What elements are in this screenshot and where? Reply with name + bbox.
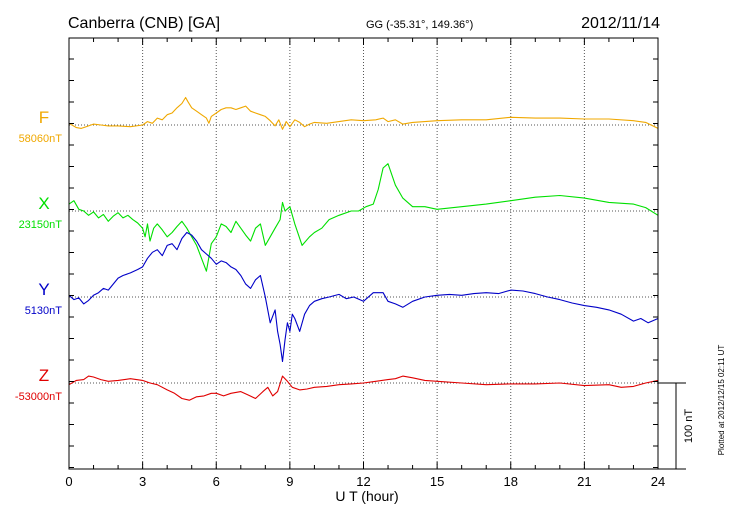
x-tick-label: 21 (577, 474, 591, 489)
x-axis-tick-labels: 0 3 6 9 12 15 18 21 24 (65, 474, 665, 489)
grid (69, 38, 658, 469)
x-tick-label: 24 (651, 474, 665, 489)
series-baseline-f: 58060nT (19, 133, 63, 145)
series-line-y (68, 231, 659, 363)
series-baseline-z: -53000nT (15, 391, 62, 403)
series-name-x: X (38, 194, 49, 213)
station-title: Canberra (CNB) [GA] (68, 15, 220, 32)
series-name-z: Z (39, 366, 49, 385)
date-label: 2012/11/14 (581, 15, 660, 32)
x-axis-ticks (68, 38, 659, 469)
series-layer (68, 96, 659, 401)
scale-bar: 100 nT (658, 382, 695, 470)
series-line-x (68, 163, 659, 272)
series-line-z (68, 375, 659, 401)
x-tick-label: 12 (356, 474, 370, 489)
x-axis-label: U T (hour) (335, 488, 398, 504)
x-tick-label: 0 (65, 474, 72, 489)
series-name-y: Y (38, 280, 49, 299)
scale-bar-label: 100 nT (683, 409, 695, 444)
coordinates-label: GG (-35.31°, 149.36°) (366, 19, 473, 31)
series-line-f (68, 96, 659, 130)
x-tick-label: 6 (213, 474, 220, 489)
series-labels: F 58060nT X 23150nT Y 5130nT Z -53000nT (15, 108, 62, 403)
series-baseline-y: 5130nT (25, 305, 63, 317)
x-tick-label: 15 (430, 474, 444, 489)
x-tick-label: 18 (504, 474, 518, 489)
x-tick-label: 3 (139, 474, 146, 489)
series-name-f: F (39, 108, 49, 127)
series-baseline-x: 23150nT (19, 219, 63, 231)
plotted-at-note: Plotted at 2012/12/15 02:11 UT (717, 345, 726, 456)
x-tick-label: 9 (286, 474, 293, 489)
